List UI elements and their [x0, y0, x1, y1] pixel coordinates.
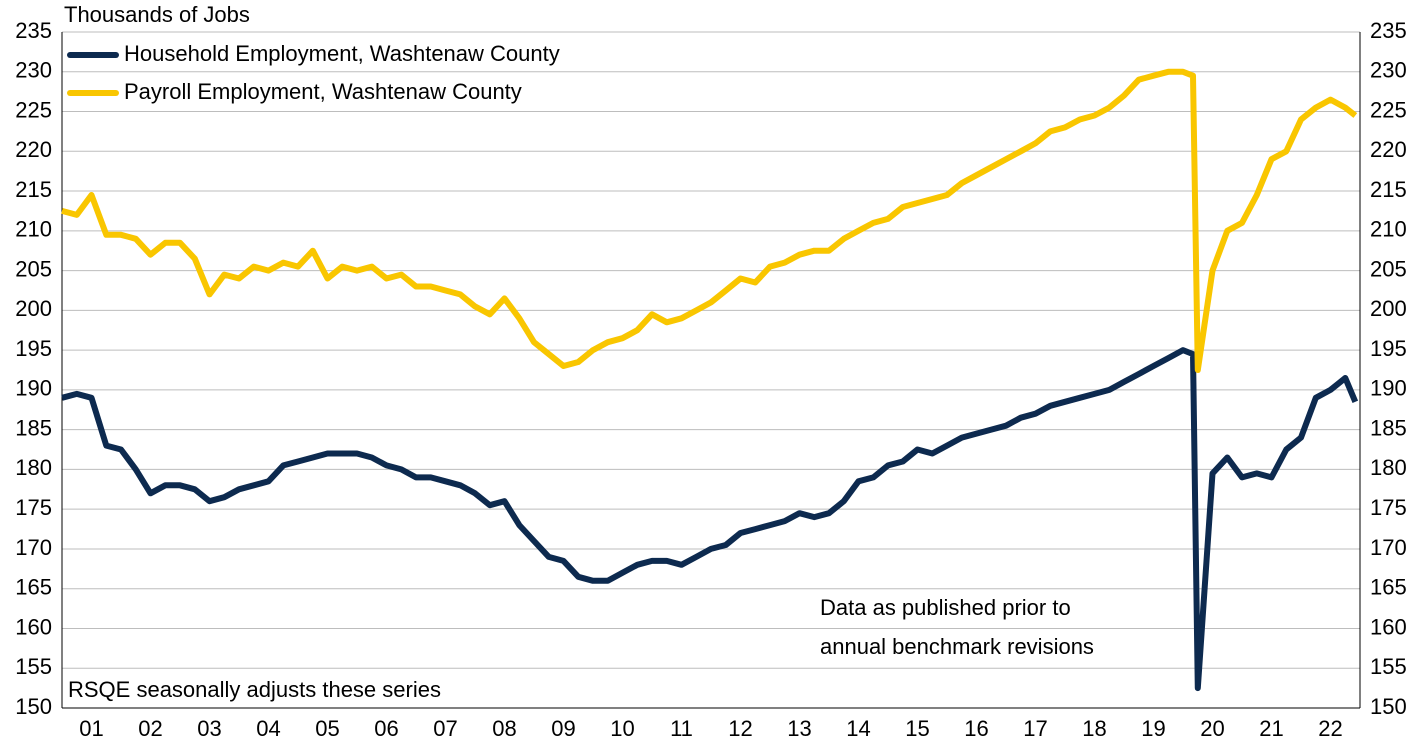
- y-tick-label: 155: [15, 654, 52, 679]
- y2-tick-label: 235: [1370, 18, 1407, 43]
- line-series: [61, 347, 1359, 692]
- y2-tick-label: 195: [1370, 336, 1407, 361]
- y2-tick-label: 215: [1370, 177, 1407, 202]
- y2-tick-label: 190: [1370, 376, 1407, 401]
- x-tick-label: 03: [197, 716, 221, 741]
- x-tick-label: 12: [728, 716, 752, 741]
- y2-tick-label: 155: [1370, 654, 1407, 679]
- x-tick-label: 19: [1141, 716, 1165, 741]
- y-tick-label: 205: [15, 256, 52, 281]
- y2-tick-label: 185: [1370, 415, 1407, 440]
- y2-tick-label: 220: [1370, 137, 1407, 162]
- x-tick-label: 18: [1082, 716, 1106, 741]
- x-tick-label: 08: [492, 716, 516, 741]
- x-tick-label: 21: [1259, 716, 1283, 741]
- x-tick-label: 10: [610, 716, 634, 741]
- y2-tick-label: 175: [1370, 495, 1407, 520]
- y2-tick-label: 200: [1370, 296, 1407, 321]
- y-tick-label: 225: [15, 97, 52, 122]
- y2-tick-label: 230: [1370, 58, 1407, 83]
- annotation: annual benchmark revisions: [820, 634, 1094, 659]
- y-tick-label: 215: [15, 177, 52, 202]
- x-tick-label: 15: [905, 716, 929, 741]
- x-tick-label: 04: [256, 716, 280, 741]
- y2-tick-label: 180: [1370, 455, 1407, 480]
- y-tick-label: 235: [15, 18, 52, 43]
- y-tick-label: 170: [15, 535, 52, 560]
- legend-label: Household Employment, Washtenaw County: [124, 41, 560, 66]
- x-tick-label: 14: [846, 716, 870, 741]
- y2-tick-label: 150: [1370, 694, 1407, 719]
- x-tick-label: 05: [315, 716, 339, 741]
- x-tick-label: 22: [1318, 716, 1342, 741]
- y2-tick-label: 165: [1370, 575, 1407, 600]
- annotation: RSQE seasonally adjusts these series: [68, 677, 441, 702]
- y-tick-label: 165: [15, 575, 52, 600]
- x-tick-label: 16: [964, 716, 988, 741]
- legend-label: Payroll Employment, Washtenaw County: [124, 79, 522, 104]
- x-tick-label: 17: [1023, 716, 1047, 741]
- x-tick-label: 07: [433, 716, 457, 741]
- y-tick-label: 160: [15, 614, 52, 639]
- x-tick-label: 09: [551, 716, 575, 741]
- annotation: Data as published prior to: [820, 595, 1071, 620]
- y-tick-label: 220: [15, 137, 52, 162]
- y2-tick-label: 205: [1370, 256, 1407, 281]
- x-tick-label: 01: [79, 716, 103, 741]
- line-series: [61, 68, 1358, 373]
- y-tick-label: 195: [15, 336, 52, 361]
- x-tick-label: 06: [374, 716, 398, 741]
- y-tick-label: 180: [15, 455, 52, 480]
- x-tick-label: 20: [1200, 716, 1224, 741]
- y-tick-label: 230: [15, 58, 52, 83]
- y-tick-label: 150: [15, 694, 52, 719]
- x-tick-label: 13: [787, 716, 811, 741]
- y-axis-label: Thousands of Jobs: [64, 2, 250, 27]
- y-tick-label: 185: [15, 415, 52, 440]
- y-tick-label: 190: [15, 376, 52, 401]
- y-tick-label: 210: [15, 217, 52, 242]
- y2-tick-label: 210: [1370, 217, 1407, 242]
- y2-tick-label: 160: [1370, 614, 1407, 639]
- y2-tick-label: 170: [1370, 535, 1407, 560]
- y-tick-label: 175: [15, 495, 52, 520]
- y-tick-label: 200: [15, 296, 52, 321]
- y2-tick-label: 225: [1370, 97, 1407, 122]
- x-tick-label: 02: [138, 716, 162, 741]
- x-tick-label: 11: [670, 716, 693, 741]
